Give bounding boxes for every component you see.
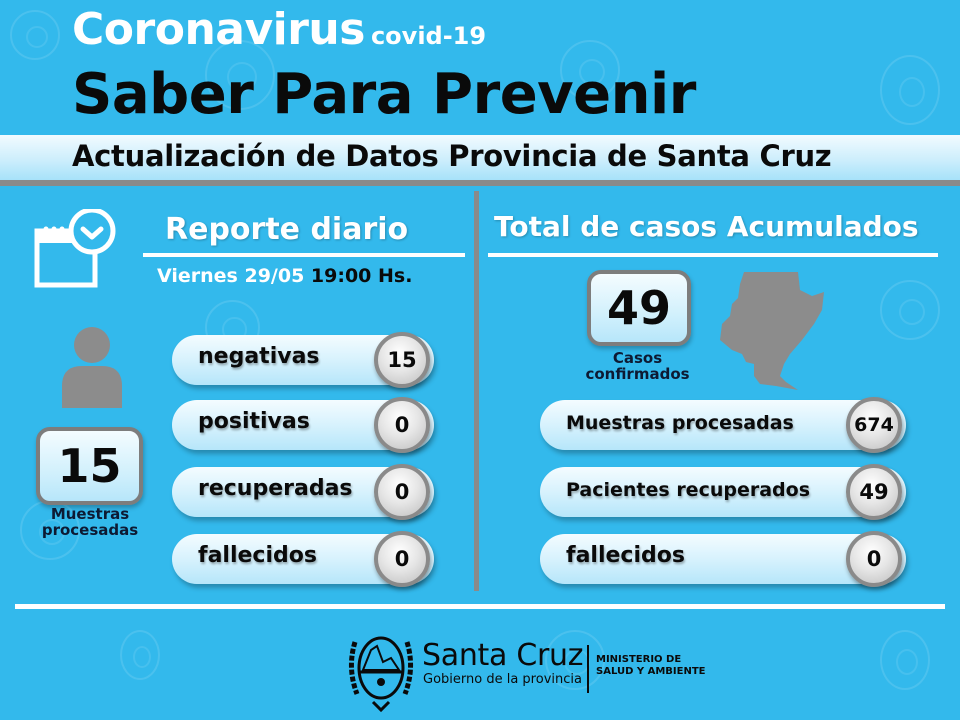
title-sub: covid-19	[370, 22, 487, 50]
banner-text: Actualización de Datos Provincia de Sant…	[72, 139, 832, 173]
report-time: 19:00 Hs.	[310, 265, 413, 287]
footer-ministry: MINISTERIO DE SALUD Y AMBIENTE	[596, 654, 705, 678]
cumulative-row-muestras: Muestras procesadas 674	[540, 397, 906, 453]
footer-province-name: Santa Cruz	[422, 638, 584, 673]
confirmed-label: Casos confirmados	[575, 350, 700, 382]
confirmed-box: 49	[587, 270, 691, 346]
virus-bg-icon	[880, 55, 940, 125]
virus-bg-icon	[560, 40, 620, 100]
row-value: 674	[846, 397, 902, 453]
label-line: confirmados	[585, 365, 690, 383]
footer-rule	[15, 604, 945, 609]
headline: Saber Para Prevenir	[72, 62, 696, 127]
virus-bg-icon	[205, 40, 275, 110]
cumulative-title-rule	[488, 253, 938, 257]
row-label: fallecidos	[566, 543, 685, 568]
row-label: recuperadas	[198, 476, 353, 501]
row-value: 0	[846, 531, 902, 587]
daily-samples-box: 15	[36, 427, 143, 505]
daily-samples-label: Muestras procesadas	[30, 506, 150, 538]
row-label: positivas	[198, 409, 310, 434]
footer-government: Gobierno de la provincia	[423, 672, 582, 687]
daily-row-negativas: negativas 15	[172, 332, 434, 388]
row-label: negativas	[198, 344, 320, 369]
daily-title-rule	[143, 253, 465, 257]
daily-row-positivas: positivas 0	[172, 397, 434, 453]
virus-bg-icon	[120, 630, 160, 680]
label-line: Muestras	[50, 505, 130, 523]
row-value: 15	[374, 332, 430, 388]
province-coat-of-arms-icon	[345, 622, 417, 718]
virus-bg-icon	[545, 630, 605, 690]
ministry-line: MINISTERIO DE	[596, 654, 682, 665]
label-line: Casos	[612, 349, 663, 367]
report-date: Viernes 29/05 19:00 Hs.	[157, 265, 412, 287]
daily-samples-value: 15	[57, 439, 122, 493]
calendar-clock-icon	[34, 207, 118, 293]
daily-row-fallecidos: fallecidos 0	[172, 531, 434, 587]
report-date-day: Viernes 29/05	[157, 265, 305, 287]
app-title: Coronavirus covid-19	[72, 4, 486, 55]
label-line: procesadas	[41, 521, 139, 539]
ministry-line: SALUD Y AMBIENTE	[596, 666, 706, 677]
row-label: Pacientes recuperados	[566, 479, 811, 501]
row-value: 49	[846, 464, 902, 520]
footer-separator	[587, 645, 589, 693]
row-value: 0	[374, 397, 430, 453]
column-divider	[474, 191, 479, 591]
title-text: Coronavirus	[72, 4, 365, 55]
cumulative-row-fallecidos: fallecidos 0	[540, 531, 906, 587]
daily-report-title: Reporte diario	[165, 212, 409, 247]
cumulative-row-recuperados: Pacientes recuperados 49	[540, 464, 906, 520]
row-value: 0	[374, 531, 430, 587]
santa-cruz-map-icon	[718, 268, 830, 396]
virus-bg-icon	[880, 630, 930, 690]
row-label: Muestras procesadas	[566, 412, 794, 434]
virus-bg-icon	[10, 10, 60, 60]
virus-bg-icon	[880, 280, 940, 340]
row-label: fallecidos	[198, 543, 317, 568]
row-value: 0	[374, 464, 430, 520]
banner: Actualización de Datos Provincia de Sant…	[0, 135, 960, 186]
daily-row-recuperadas: recuperadas 0	[172, 464, 434, 520]
cumulative-title: Total de casos Acumulados	[494, 210, 919, 243]
person-icon	[58, 326, 126, 412]
confirmed-value: 49	[606, 281, 671, 335]
